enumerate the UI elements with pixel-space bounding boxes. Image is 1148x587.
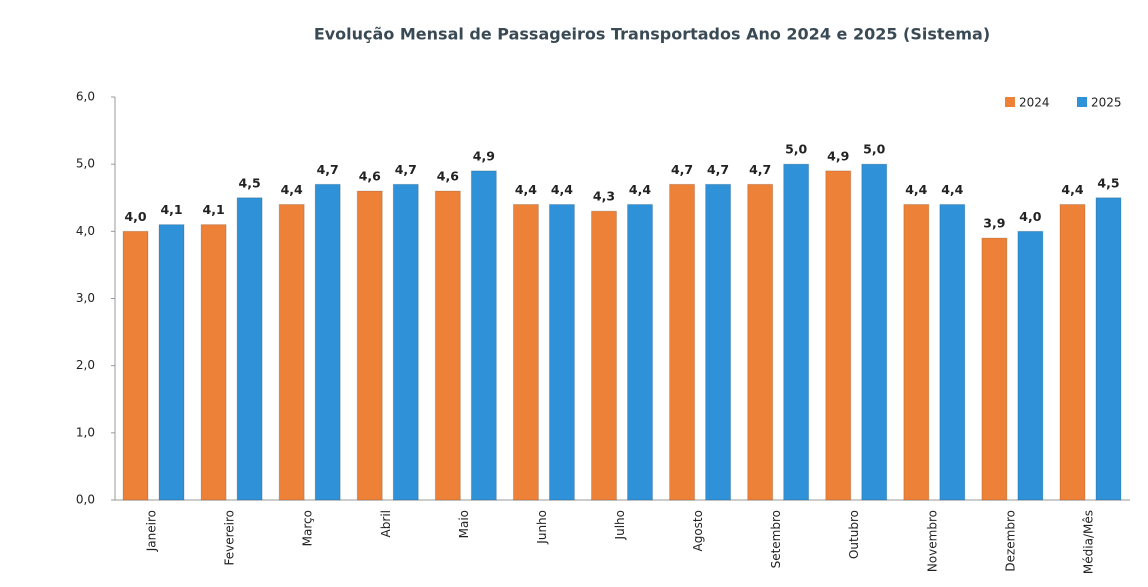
y-tick-label: 5,0 [76, 157, 95, 171]
x-tick-label: Maio [457, 510, 471, 538]
value-label: 4,4 [551, 182, 573, 197]
x-tick-label: Outubro [847, 510, 861, 559]
x-tick-label: Janeiro [145, 510, 159, 552]
x-tick-label: Fevereiro [223, 510, 237, 566]
bar [278, 203, 305, 501]
bar [548, 203, 575, 501]
value-label: 4,1 [160, 202, 182, 217]
bar [1095, 197, 1122, 501]
legend-swatch [1005, 97, 1015, 107]
value-label: 4,4 [515, 182, 537, 197]
x-tick-label: Março [301, 510, 315, 546]
value-label: 4,9 [473, 148, 495, 163]
x-tick-label: Dezembro [1003, 510, 1017, 572]
bar [1017, 230, 1044, 501]
value-label: 4,0 [124, 209, 146, 224]
bar [747, 183, 774, 501]
bar [392, 183, 419, 501]
bar [705, 183, 732, 501]
y-tick-label: 3,0 [76, 291, 95, 305]
x-tick-label: Novembro [925, 510, 939, 572]
bar [783, 163, 810, 501]
value-label: 4,7 [707, 162, 729, 177]
bar [861, 163, 888, 501]
value-label: 4,4 [1061, 182, 1083, 197]
bar [158, 224, 185, 501]
bar [470, 170, 497, 501]
x-tick-label: Agosto [691, 510, 705, 551]
x-tick-label: Média/Mês [1081, 510, 1095, 574]
value-label: 4,6 [359, 169, 381, 184]
x-tick-label: Setembro [769, 510, 783, 568]
bar [512, 203, 539, 501]
value-label: 4,4 [281, 182, 303, 197]
bar [627, 203, 653, 501]
value-label: 5,0 [863, 142, 885, 157]
value-label: 4,9 [827, 148, 849, 163]
value-label: 4,4 [941, 182, 963, 197]
value-label: 4,0 [1019, 209, 1041, 224]
value-label: 4,1 [203, 202, 225, 217]
value-label: 4,7 [395, 162, 417, 177]
value-label: 4,5 [239, 175, 261, 190]
legend-label: 2024 [1019, 96, 1050, 110]
value-label: 4,6 [437, 169, 459, 184]
y-tick-label: 1,0 [76, 425, 95, 439]
x-tick-label: Julho [613, 510, 627, 540]
bar [1059, 203, 1086, 501]
legend-swatch [1077, 97, 1087, 107]
y-tick-label: 4,0 [76, 224, 95, 238]
bar [981, 237, 1008, 501]
bar [903, 203, 930, 501]
value-label: 4,7 [317, 162, 339, 177]
bar [122, 230, 149, 501]
x-tick-label: Junho [535, 510, 549, 545]
chart-title: Evolução Mensal de Passageiros Transport… [314, 25, 990, 44]
bar [356, 190, 383, 501]
value-label: 4,5 [1097, 175, 1119, 190]
y-tick-label: 2,0 [76, 358, 95, 372]
bar [939, 203, 966, 501]
legend-label: 2025 [1091, 96, 1122, 110]
value-label: 4,4 [629, 182, 651, 197]
bar [236, 197, 263, 501]
bar [200, 224, 227, 501]
bar [669, 183, 696, 501]
value-label: 4,7 [749, 162, 771, 177]
bar [591, 210, 617, 501]
value-label: 5,0 [785, 142, 807, 157]
value-label: 3,9 [983, 216, 1005, 231]
y-tick-label: 6,0 [76, 90, 95, 104]
bar [434, 190, 461, 501]
bar [825, 170, 852, 501]
value-label: 4,3 [593, 189, 615, 204]
value-label: 4,7 [671, 162, 693, 177]
value-label: 4,4 [905, 182, 927, 197]
bar [314, 183, 341, 501]
x-tick-label: Abril [379, 510, 393, 537]
y-tick-label: 0,0 [76, 493, 95, 507]
